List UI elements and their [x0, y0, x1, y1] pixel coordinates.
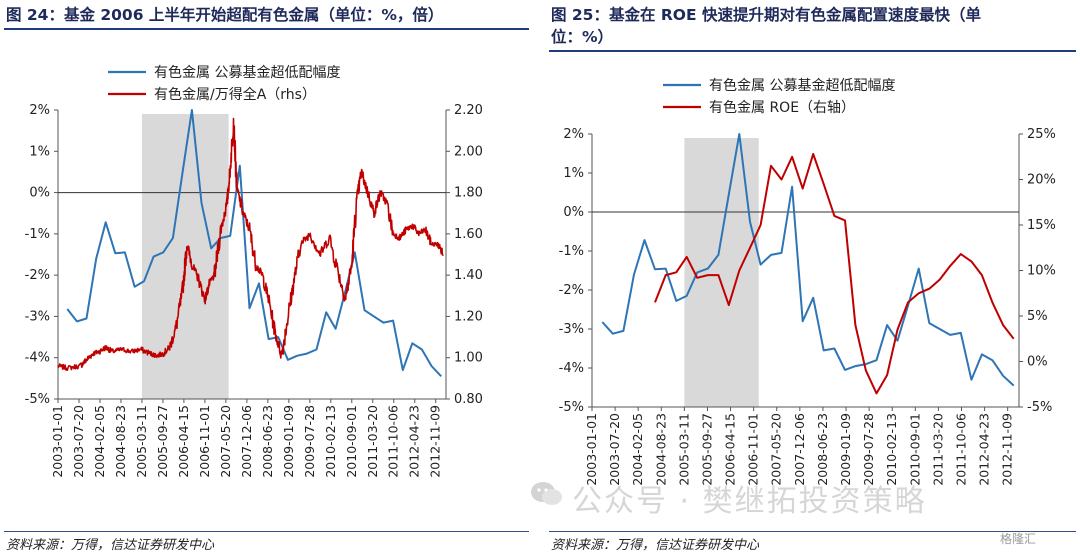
right-chart-title: 图 25：基金在 ROE 快速提升期对有色金属配置速度最快（单 位：%）	[551, 4, 1076, 48]
left-chart-panel: 图 24：基金 2006 上半年开始超配有色金属（单位：%，倍） -5% -4% -…	[0, 0, 533, 557]
x-tick-label: 2003-07-20	[71, 405, 86, 478]
right-chart-svg: -5% -4% -3% -2% -1% 0% 1% 2% -5% 0% 5% 10% 15% 20% 25%…	[559, 77, 1056, 486]
x-tick-label: 2009-07-28	[302, 405, 317, 478]
right-source-note: 资料来源：万得，信达证券研发中心	[551, 538, 760, 553]
right-y-tick-label: 5%	[1027, 309, 1048, 324]
legend-label: 有色金属 公募基金超低配幅度	[154, 64, 340, 81]
x-tick-label: 2009-07-28	[861, 413, 876, 486]
x-tick-label: 2006-04-15	[723, 413, 738, 486]
left-source-note: 资料来源：万得，信达证券研发中心	[6, 538, 215, 553]
x-tick-label: 2006-11-01	[746, 413, 761, 486]
x-tick-label: 2003-01-01	[584, 413, 599, 486]
x-tick-label: 2011-03-20	[365, 405, 380, 478]
x-tick-label: 2007-05-20	[769, 413, 784, 486]
right-source-rule	[549, 531, 1076, 532]
left-y-tick-label: -3%	[25, 309, 50, 324]
right-chart-panel: 图 25：基金在 ROE 快速提升期对有色金属配置速度最快（单 位：%） -5%…	[545, 0, 1080, 557]
right-y-tick-label: -5%	[1027, 400, 1052, 415]
left-y-tick-label: -2%	[25, 268, 50, 283]
x-tick-label: 2010-02-13	[323, 405, 338, 478]
right-y-tick-label: 15%	[1027, 218, 1056, 233]
left-y-tick-label: 2%	[563, 127, 584, 142]
x-tick-label: 2005-09-27	[155, 405, 170, 478]
x-tick-label: 2007-12-06	[239, 405, 254, 478]
x-tick-label: 2004-08-23	[113, 405, 128, 478]
x-tick-label: 2004-02-05	[630, 413, 645, 486]
wechat-icon	[531, 482, 562, 505]
x-tick-label: 2012-04-23	[407, 405, 422, 478]
x-tick-label: 2009-01-09	[281, 405, 296, 478]
x-tick-label: 2003-07-20	[607, 413, 622, 486]
right-y-tick-label: 0.80	[454, 392, 483, 407]
x-tick-label: 2006-11-01	[197, 405, 212, 478]
x-tick-label: 2011-03-20	[930, 413, 945, 486]
left-source-rule	[4, 531, 529, 532]
x-tick-label: 2006-04-15	[176, 405, 191, 478]
right-y-tick-label: 2.20	[454, 103, 483, 118]
left-y-tick-label: 0%	[29, 186, 50, 201]
x-tick-label: 2003-01-01	[50, 405, 65, 478]
left-y-tick-label: -4%	[25, 351, 50, 366]
x-tick-label: 2012-11-09	[428, 405, 443, 478]
left-y-tick-label: -5%	[559, 400, 584, 415]
legend-label: 有色金属 ROE（右轴）	[709, 99, 855, 116]
right-y-tick-label: 10%	[1027, 264, 1056, 279]
x-tick-label: 2008-06-23	[260, 405, 275, 478]
x-tick-label: 2004-02-05	[92, 405, 107, 478]
x-tick-label: 2008-06-23	[815, 413, 830, 486]
left-chart-title: 图 24：基金 2006 上半年开始超配有色金属（单位：%，倍）	[6, 6, 444, 24]
brand-logo: 格隆汇	[1000, 532, 1037, 546]
left-y-tick-label: 1%	[29, 144, 50, 159]
x-tick-label: 2011-10-06	[386, 405, 401, 478]
x-tick-label: 2007-12-06	[792, 413, 807, 486]
x-tick-label: 2011-10-06	[953, 413, 968, 486]
right-y-tick-label: 1.00	[454, 351, 483, 366]
watermark-text: 公众号 · 樊继拓投资策略	[572, 484, 927, 519]
series-line-secondary	[57, 117, 444, 371]
left-y-tick-label: -5%	[25, 392, 50, 407]
x-tick-label: 2010-09-01	[344, 405, 359, 478]
right-y-tick-label: 1.20	[454, 309, 483, 324]
right-y-tick-label: 1.80	[454, 186, 483, 201]
left-chart-svg: -5% -4% -3% -2% -1% 0% 1% 2% 0.80 1.00 1.20 1.40 1.6…	[25, 64, 483, 478]
legend-label: 有色金属 公募基金超低配幅度	[709, 77, 895, 94]
x-tick-label: 2010-02-13	[884, 413, 899, 486]
right-y-tick-label: 25%	[1027, 127, 1056, 142]
x-tick-label: 2010-09-01	[907, 413, 922, 486]
left-y-tick-label: 0%	[563, 205, 584, 220]
left-y-tick-label: -1%	[559, 244, 584, 259]
x-tick-label: 2007-05-20	[218, 405, 233, 478]
left-y-tick-label: 2%	[29, 103, 50, 118]
x-tick-label: 2005-03-11	[134, 405, 149, 478]
series-line-allocation	[66, 109, 442, 377]
left-y-tick-label: -1%	[25, 227, 50, 242]
x-tick-label: 2012-11-09	[1000, 413, 1015, 486]
x-tick-label: 2009-01-09	[838, 413, 853, 486]
left-y-tick-label: -3%	[559, 322, 584, 337]
x-tick-label: 2005-09-27	[699, 413, 714, 486]
right-title-rule	[549, 50, 1076, 52]
left-y-tick-label: -4%	[559, 361, 584, 376]
right-y-tick-label: 2.00	[454, 144, 483, 159]
left-y-tick-label: 1%	[563, 166, 584, 181]
legend-label: 有色金属/万得全A（rhs）	[154, 86, 316, 103]
right-title-line2: 位：%）	[551, 28, 614, 46]
right-title-line1: 图 25：基金在 ROE 快速提升期对有色金属配置速度最快（单	[551, 6, 981, 24]
right-y-tick-label: 20%	[1027, 173, 1056, 188]
right-y-tick-label: 1.40	[454, 268, 483, 283]
x-tick-label: 2005-03-11	[676, 413, 691, 486]
right-y-tick-label: 1.60	[454, 227, 483, 242]
x-tick-label: 2012-04-23	[977, 413, 992, 486]
left-y-tick-label: -2%	[559, 283, 584, 298]
series-line-allocation	[601, 133, 1015, 387]
left-title-rule	[4, 28, 529, 30]
right-y-tick-label: 0%	[1027, 355, 1048, 370]
x-tick-label: 2004-08-23	[653, 413, 668, 486]
series-line-secondary	[654, 153, 1015, 395]
